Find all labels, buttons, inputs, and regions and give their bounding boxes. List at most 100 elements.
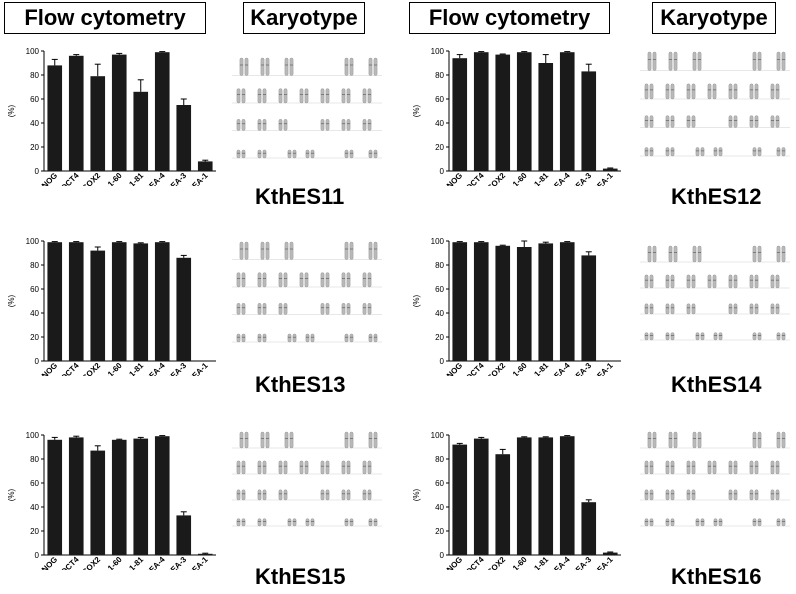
- bar: [452, 58, 468, 172]
- y-axis-label: (%): [412, 294, 421, 307]
- chromosome: [647, 431, 652, 449]
- chromosome: [257, 460, 262, 475]
- chromosome: [733, 83, 738, 100]
- category-label: SOX2: [81, 361, 103, 376]
- chromosome: [344, 57, 349, 76]
- chromosome: [749, 489, 754, 501]
- chromosome: [770, 115, 775, 128]
- chromosome: [241, 149, 246, 159]
- chromosome: [289, 57, 294, 76]
- bar: [516, 52, 532, 172]
- chromosome: [320, 460, 325, 475]
- bar: [197, 553, 213, 555]
- chromosome: [776, 147, 781, 157]
- chromosome: [707, 83, 712, 100]
- chromosome: [649, 489, 654, 501]
- chromosome: [341, 303, 346, 315]
- chromosome: [644, 147, 649, 157]
- chromosome: [320, 489, 325, 501]
- chromosome: [728, 303, 733, 315]
- chromosome: [692, 245, 697, 263]
- chromosome: [341, 460, 346, 475]
- chromosome: [647, 51, 652, 71]
- chromosome: [713, 332, 718, 341]
- chromosome: [289, 431, 294, 449]
- chromosome: [373, 149, 378, 159]
- chromosome: [368, 57, 373, 76]
- chromosome: [362, 489, 367, 501]
- chromosome: [695, 518, 700, 527]
- chromosome: [686, 460, 691, 475]
- cell-line-name-kthes13: KthES13: [255, 372, 346, 397]
- chromosome: [257, 149, 262, 159]
- chromosome: [236, 88, 241, 104]
- bar: [68, 242, 84, 361]
- chromosome: [686, 274, 691, 289]
- chromosome: [707, 460, 712, 475]
- chromosome: [781, 245, 786, 263]
- y-axis-label: (%): [7, 294, 16, 307]
- y-tick-label: 60: [30, 95, 39, 104]
- chromosome: [649, 332, 654, 341]
- chromosome: [728, 83, 733, 100]
- cell-line-name-kthes16: KthES16: [671, 564, 762, 589]
- chromosome: [341, 489, 346, 501]
- bar: [176, 515, 192, 555]
- bar: [516, 437, 532, 555]
- chromosome: [257, 88, 262, 104]
- chromosome: [712, 274, 717, 289]
- y-tick-label: 20: [30, 527, 39, 536]
- chromosome: [673, 245, 678, 263]
- chromosome: [373, 241, 378, 260]
- chromosome: [283, 88, 288, 104]
- chromosome: [241, 518, 246, 527]
- chromosome: [278, 88, 283, 104]
- chromosome: [749, 460, 754, 475]
- chromosome: [670, 489, 675, 501]
- chromosome: [304, 272, 309, 288]
- chromosome: [775, 303, 780, 315]
- chromosome: [781, 332, 786, 341]
- chromosome: [757, 147, 762, 157]
- chromosome: [260, 431, 265, 449]
- chromosome: [757, 51, 762, 71]
- category-label: OCT4: [59, 361, 81, 376]
- chromosome: [770, 303, 775, 315]
- chromosome: [362, 88, 367, 104]
- chromosome: [770, 274, 775, 289]
- bar: [68, 55, 84, 171]
- karyotype-image-kthes14: [640, 245, 790, 341]
- y-tick-label: 60: [435, 285, 444, 294]
- chromosome: [278, 303, 283, 315]
- y-tick-label: 0: [440, 551, 445, 560]
- chromosome: [691, 115, 696, 128]
- chromosome: [262, 460, 267, 475]
- chromosome: [262, 149, 267, 159]
- chromosome: [665, 115, 670, 128]
- chromosome: [665, 518, 670, 527]
- chromosome: [320, 272, 325, 288]
- chromosome: [697, 431, 702, 449]
- chromosome: [368, 241, 373, 260]
- chromosome: [373, 333, 378, 343]
- chromosome: [752, 147, 757, 157]
- chromosome: [712, 460, 717, 475]
- chromosome: [344, 333, 349, 343]
- chromosome: [775, 83, 780, 100]
- category-label: OCT4: [464, 361, 486, 376]
- flow-chart-kthes11: (%)020406080100NANOGOCT4SOX2TRA-1-60TRA-…: [7, 47, 216, 186]
- chromosome: [781, 518, 786, 527]
- chromosome: [284, 241, 289, 260]
- flow-cytometry-header-right: Flow cytometry: [409, 2, 610, 34]
- chromosome: [692, 431, 697, 449]
- y-tick-label: 100: [431, 237, 445, 246]
- chromosome: [236, 518, 241, 527]
- bar: [602, 552, 618, 555]
- chromosome: [644, 332, 649, 341]
- bar: [602, 168, 618, 171]
- chromosome: [647, 245, 652, 263]
- chromosome: [349, 333, 354, 343]
- category-label: OCT4: [464, 555, 486, 570]
- chromosome: [241, 489, 246, 501]
- chromosome: [691, 460, 696, 475]
